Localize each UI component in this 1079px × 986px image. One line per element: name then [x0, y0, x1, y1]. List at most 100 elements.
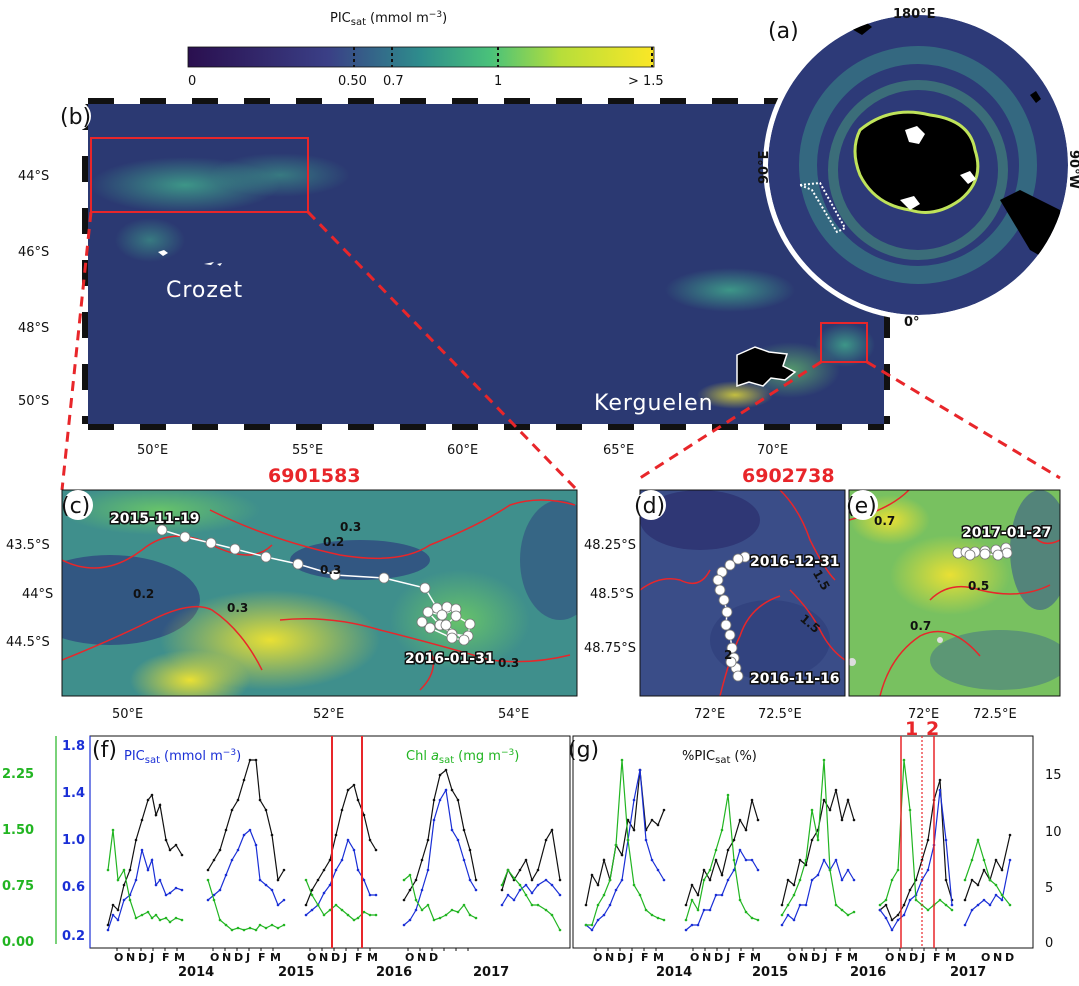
month-tick: N: [993, 951, 1002, 964]
series-point: [596, 918, 600, 922]
series-point: [976, 883, 980, 887]
series-point: [356, 868, 360, 872]
series-point: [708, 908, 712, 912]
series-point: [950, 903, 954, 907]
float-point: [724, 629, 736, 641]
series-point: [168, 891, 172, 895]
legend-chl: Chl asat (mg m−3): [406, 748, 519, 766]
series-point: [426, 838, 430, 842]
series-point: [732, 858, 736, 862]
lon-label: 54°E: [498, 707, 529, 722]
series-point: [896, 868, 900, 872]
series-point: [356, 798, 360, 802]
float-point: [458, 634, 470, 646]
series-point: [374, 913, 378, 917]
series-point: [248, 828, 252, 832]
frame-segment: [868, 424, 884, 430]
month-tick: M: [367, 951, 378, 964]
series-point: [134, 878, 138, 882]
colorbar-tick: > 1.5: [628, 74, 664, 89]
series-point: [656, 916, 660, 920]
zoom-connectors: [60, 210, 1061, 492]
series-point: [524, 883, 528, 887]
series-point: [620, 758, 624, 762]
float-point: [992, 549, 1004, 561]
series-point: [822, 858, 826, 862]
series-point: [334, 868, 338, 872]
map-b: Crozet Kerguelen 44°S 46°S 48°S 50°S 50°…: [18, 98, 890, 458]
series-line: [403, 768, 477, 901]
series-point: [518, 888, 522, 892]
series-point: [914, 878, 918, 882]
series-point: [756, 918, 760, 922]
series-point: [402, 923, 406, 927]
polar-label-left: 90°E: [757, 151, 772, 184]
series-point: [258, 798, 262, 802]
series-point: [750, 916, 754, 920]
series-point: [414, 908, 418, 912]
series-point: [544, 908, 548, 912]
series-point: [792, 883, 796, 887]
series-point: [878, 908, 882, 912]
series-point: [474, 888, 478, 892]
series-point: [420, 908, 424, 912]
panel-label-f: (f): [92, 738, 117, 763]
series-point: [270, 833, 274, 837]
series-point: [696, 893, 700, 897]
series-point: [106, 868, 110, 872]
series-point: [632, 883, 636, 887]
series-point: [462, 903, 466, 907]
series-point: [1008, 833, 1012, 837]
series-point: [146, 798, 150, 802]
series-point: [970, 858, 974, 862]
series-point: [828, 868, 832, 872]
series-point: [816, 838, 820, 842]
float-point: [450, 610, 462, 622]
series-point: [816, 873, 820, 877]
lat-label: 44.5°S: [6, 635, 50, 650]
axis-tick: 1.8: [62, 739, 85, 754]
series-point: [720, 893, 724, 897]
series-point: [304, 903, 308, 907]
series-line: [964, 834, 1011, 901]
series-point: [122, 868, 126, 872]
series-point: [474, 878, 478, 882]
month-tick: D: [909, 951, 918, 964]
month-tick: N: [897, 951, 906, 964]
month-tick: O: [307, 951, 316, 964]
polar-label-right: 90°W: [1066, 150, 1079, 189]
axis-tick: 10: [1045, 825, 1062, 840]
series-point: [702, 908, 706, 912]
series-point: [158, 878, 162, 882]
float-point: [292, 558, 304, 570]
series-point: [282, 898, 286, 902]
series-point: [224, 923, 228, 927]
series-point: [111, 903, 115, 907]
series-point: [270, 888, 274, 892]
month-tick: F: [835, 951, 843, 964]
series-point: [444, 788, 448, 792]
series-point: [408, 918, 412, 922]
panel-label-d: (d): [634, 494, 665, 519]
series-point: [626, 818, 630, 822]
series-line: [207, 759, 285, 882]
axis-tick: 0.6: [62, 880, 85, 895]
month-tick: N: [126, 951, 135, 964]
series-point: [834, 858, 838, 862]
colorbar-title: PICsat (mmol m−3): [330, 10, 447, 28]
series-point: [852, 818, 856, 822]
series-point: [834, 788, 838, 792]
series-point: [310, 888, 314, 892]
series-line: [107, 829, 183, 923]
series-point: [780, 923, 784, 927]
series-point: [1000, 893, 1004, 897]
series-point: [650, 913, 654, 917]
antarctica: [853, 110, 980, 214]
series-line: [501, 868, 561, 931]
series-point: [852, 878, 856, 882]
frame-segment: [504, 424, 530, 430]
series-point: [938, 788, 942, 792]
series-point: [656, 823, 660, 827]
lon-label: 72°E: [694, 707, 725, 722]
